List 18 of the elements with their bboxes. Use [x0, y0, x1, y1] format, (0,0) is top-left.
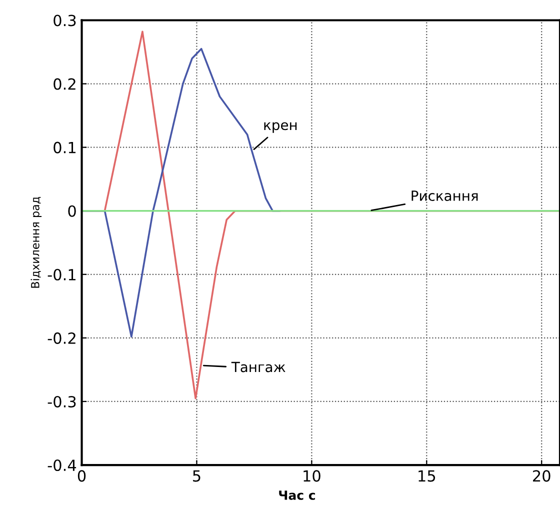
y-tick-label: -0.1: [48, 268, 76, 280]
y-tick-label: -0.4: [48, 459, 76, 472]
y-tick-label: 0: [68, 205, 76, 217]
y-tick-label: 0.3: [54, 14, 76, 26]
x-tick-label: 10: [304, 470, 320, 482]
y-tick-label: 0.1: [54, 142, 76, 154]
y-tick-label: -0.2: [48, 332, 76, 344]
y-axis-title: Відхилення рад: [30, 197, 42, 288]
x-tick-label: 15: [418, 470, 436, 482]
y-tick-label: -0.3: [48, 396, 76, 408]
x-tick-label: 0: [78, 470, 86, 482]
text: Тангаж: [231, 362, 286, 372]
x-axis-title: Час с: [279, 490, 315, 500]
x-tick-label: 5: [193, 470, 200, 482]
series-label: Рискання: [412, 190, 478, 202]
y-tick-label: 0.2: [54, 78, 76, 90]
x-tick-label: 20: [533, 470, 550, 482]
series-label: крен: [264, 122, 297, 133]
